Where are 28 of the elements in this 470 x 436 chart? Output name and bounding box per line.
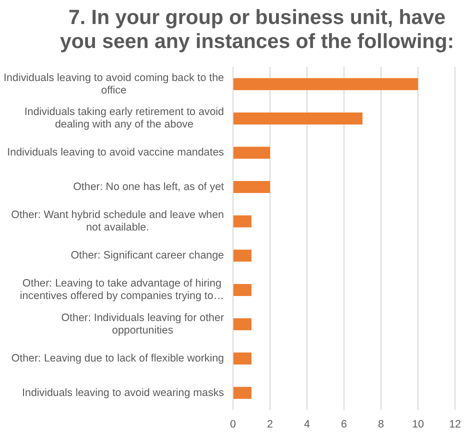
x-tick-label: 8 <box>378 418 384 430</box>
x-tick-label: 4 <box>304 418 310 430</box>
bar <box>234 386 252 399</box>
chart-title: 7. In your group or business unit, have you seen any instances of the following: <box>58 6 456 54</box>
x-tick-label: 10 <box>412 418 424 430</box>
x-tick-label: 6 <box>341 418 348 430</box>
bar <box>234 78 418 90</box>
y-tick-label: Individuals taking early retirement to avoid dealing with any of the above <box>24 106 224 131</box>
bar <box>234 215 252 228</box>
x-tick-label: 0 <box>230 418 236 430</box>
bar <box>234 352 252 365</box>
bar <box>234 181 270 194</box>
bar <box>234 112 362 124</box>
x-tick-label: 12 <box>449 418 461 430</box>
y-tick-label: Other: Want hybrid schedule and leave when not available. <box>11 209 224 234</box>
y-tick-label: Other: Individuals leaving for other opportunities <box>61 312 224 336</box>
y-tick-label: Other: No one has left, as of yet <box>73 180 224 193</box>
y-tick-label: Individuals leaving to avoid wearing masks <box>22 386 224 399</box>
bar <box>234 146 270 159</box>
y-tick-label: Other: Significant career change <box>70 250 224 262</box>
y-tick-label: Individuals leaving to avoid vaccine mandates <box>7 146 224 159</box>
y-tick-label: Other: Leaving due to lack of flexible working <box>11 352 224 364</box>
y-tick-label: Other: Leaving to take advantage of hiring incentives offered by companies trying to… <box>20 278 224 302</box>
bar <box>234 250 252 262</box>
bar <box>234 318 252 330</box>
bar <box>234 284 252 296</box>
y-tick-label: Individuals leaving to avoid coming back to the office <box>4 72 224 96</box>
x-tick-label: 2 <box>267 418 274 430</box>
